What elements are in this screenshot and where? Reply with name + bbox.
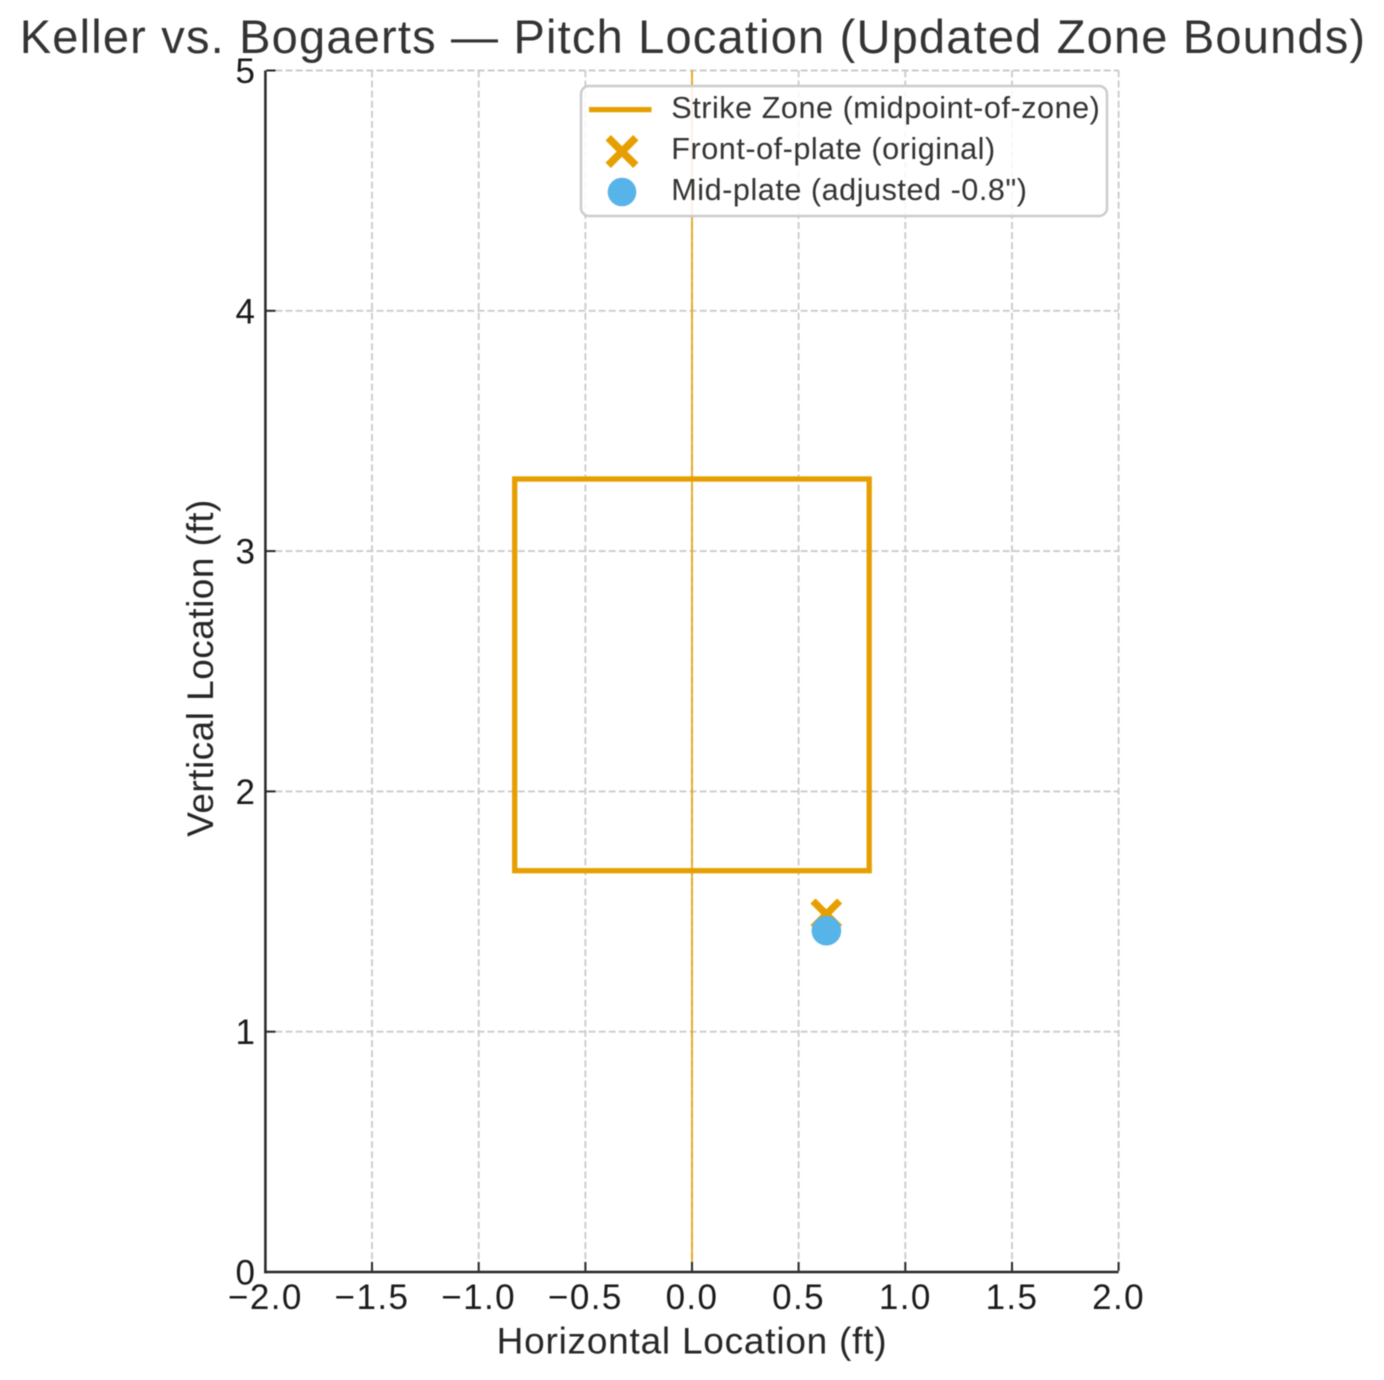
svg-text:3: 3 bbox=[236, 533, 255, 572]
svg-text:−1.0: −1.0 bbox=[441, 1278, 516, 1317]
svg-text:0.0: 0.0 bbox=[666, 1278, 719, 1317]
svg-text:Strike Zone (midpoint-of-zone): Strike Zone (midpoint-of-zone) bbox=[671, 91, 1100, 125]
svg-text:Keller vs. Bogaerts — Pitch Lo: Keller vs. Bogaerts — Pitch Location (Up… bbox=[20, 10, 1367, 63]
svg-text:−2.0: −2.0 bbox=[228, 1278, 303, 1317]
svg-text:4: 4 bbox=[236, 292, 255, 331]
svg-text:1.0: 1.0 bbox=[879, 1278, 932, 1317]
svg-text:Mid-plate (adjusted -0.8"): Mid-plate (adjusted -0.8") bbox=[671, 173, 1027, 207]
svg-text:0.5: 0.5 bbox=[772, 1278, 825, 1317]
svg-text:−0.5: −0.5 bbox=[548, 1278, 623, 1317]
svg-text:0: 0 bbox=[236, 1254, 255, 1293]
svg-text:−1.5: −1.5 bbox=[335, 1278, 410, 1317]
svg-text:Vertical Location (ft): Vertical Location (ft) bbox=[180, 499, 221, 837]
svg-text:2: 2 bbox=[236, 773, 255, 812]
svg-text:Horizontal Location (ft): Horizontal Location (ft) bbox=[497, 1321, 888, 1362]
svg-text:1: 1 bbox=[236, 1013, 255, 1052]
svg-text:5: 5 bbox=[236, 52, 255, 91]
svg-text:Front-of-plate (original): Front-of-plate (original) bbox=[671, 132, 995, 166]
svg-text:2.0: 2.0 bbox=[1092, 1278, 1145, 1317]
svg-text:1.5: 1.5 bbox=[986, 1278, 1039, 1317]
